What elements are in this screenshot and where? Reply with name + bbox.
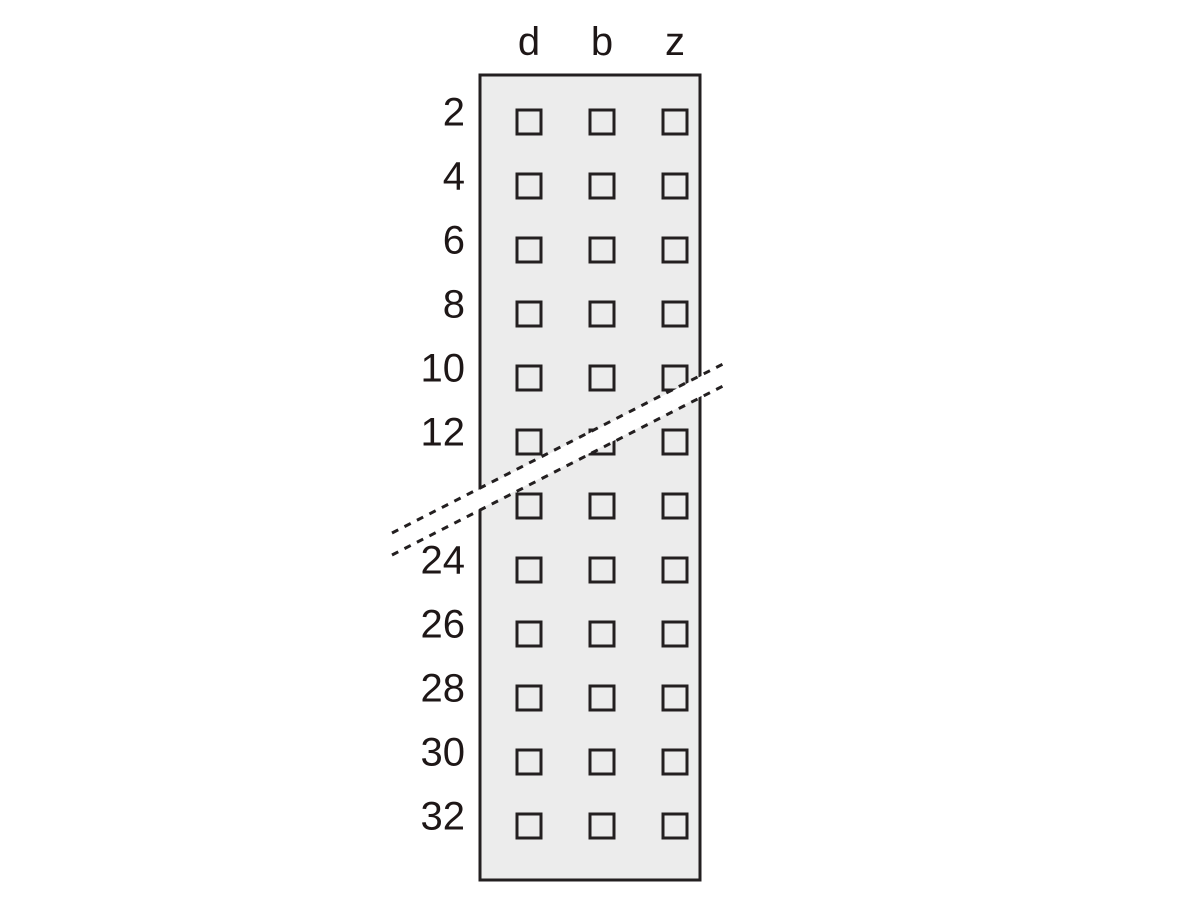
row-label: 2	[443, 91, 465, 135]
row-label: 30	[421, 731, 466, 775]
row-label: 26	[421, 603, 466, 647]
row-label: 8	[443, 283, 465, 327]
column-label: z	[665, 20, 685, 64]
row-label: 10	[421, 347, 466, 391]
row-label: 32	[421, 795, 466, 839]
row-label: 12	[421, 411, 466, 455]
row-label: 6	[443, 219, 465, 263]
row-label: 28	[421, 667, 466, 711]
connector-pinout-diagram: dbz246810122426283032	[0, 0, 1200, 900]
row-label: 4	[443, 155, 465, 199]
column-label: b	[591, 20, 613, 64]
row-label: 24	[421, 539, 466, 583]
column-label: d	[518, 20, 540, 64]
